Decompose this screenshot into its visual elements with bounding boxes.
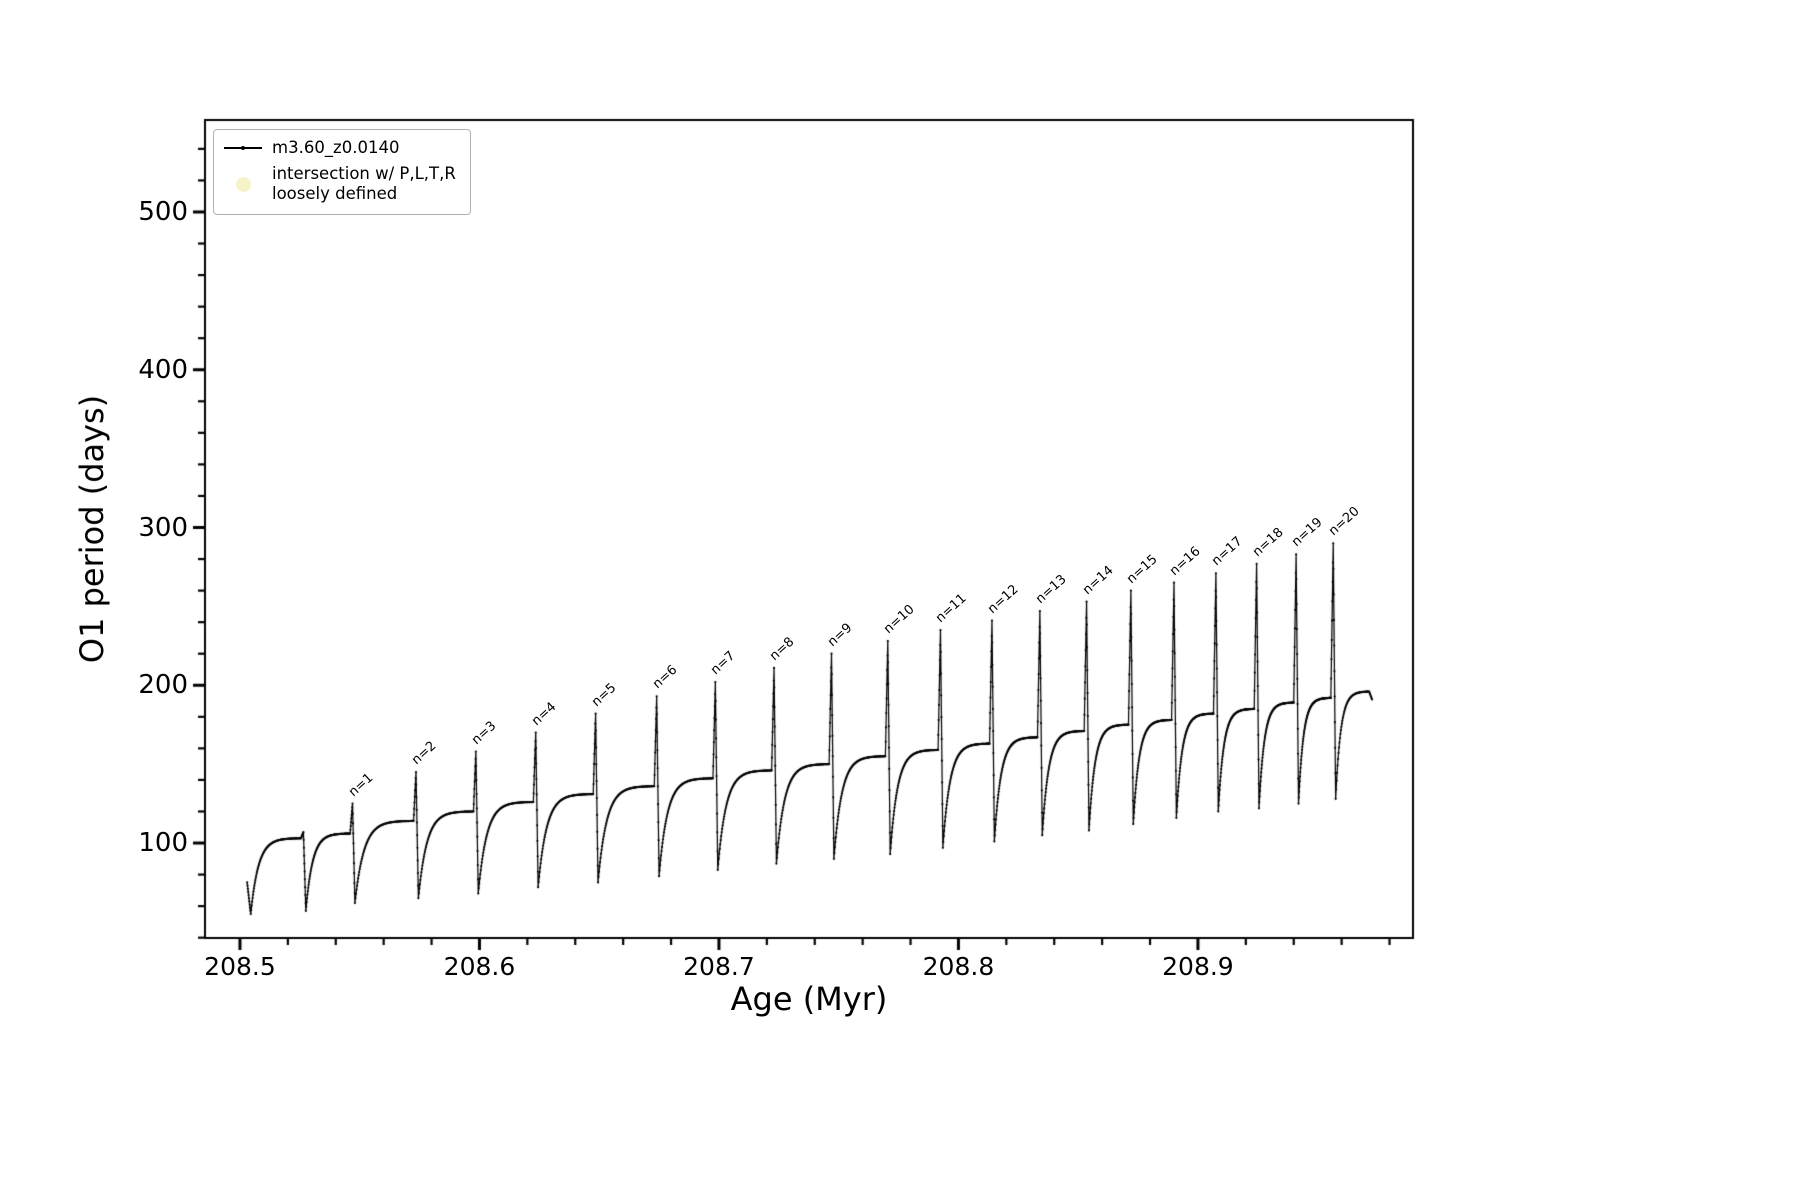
y-tick-label: 300 [138,512,188,543]
y-axis-label: O1 period (days) [73,394,111,664]
x-tick-label: 208.8 [922,952,995,981]
legend-intersection-label-line2: loosely defined [272,184,398,203]
x-axis-label: Age (Myr) [730,980,888,1018]
legend-intersection-label: intersection w/ P,L,T,R loosely defined [272,164,456,204]
legend-box: m3.60_z0.0140 intersection w/ P,L,T,R lo… [213,129,471,215]
legend-circle-glyph [235,176,251,192]
y-tick-label: 500 [138,196,188,227]
x-tick-label: 208.7 [683,952,755,981]
x-tick-label: 208.9 [1162,952,1234,981]
legend-intersection-circle-marker [224,176,262,192]
x-tick-label: 208.6 [443,952,516,981]
legend-line-dot-marker [224,140,262,156]
y-tick-label: 400 [138,354,188,385]
y-tick-label: 200 [138,670,188,701]
legend-dot-glyph [241,146,245,150]
y-tick-label: 100 [138,828,188,859]
legend-entry-intersection: intersection w/ P,L,T,R loosely defined [224,164,456,204]
x-tick-label: 208.5 [204,952,276,981]
legend-intersection-label-line1: intersection w/ P,L,T,R [272,164,456,183]
legend-entry-series: m3.60_z0.0140 [224,138,456,158]
legend-series-label: m3.60_z0.0140 [272,138,400,157]
